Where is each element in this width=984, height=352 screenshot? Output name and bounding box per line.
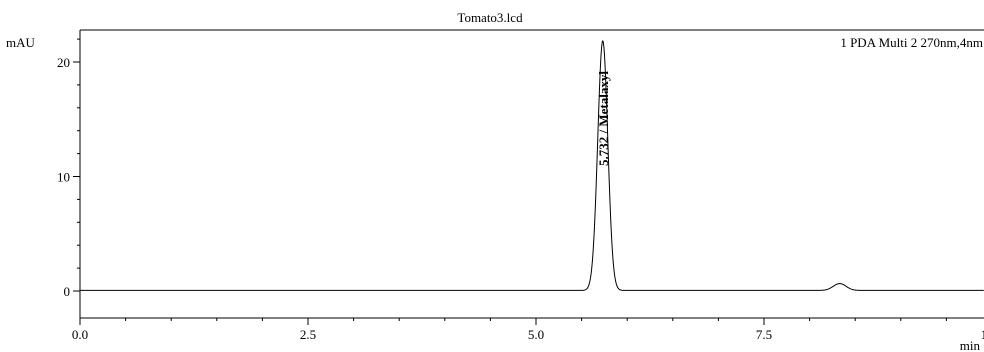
y-tick-label: 0 [64, 284, 71, 299]
y-tick-label: 10 [57, 170, 70, 185]
chromatogram-trace [80, 40, 984, 291]
peak-label: 5.732 / Metalaxyl [596, 71, 611, 166]
x-tick-label: 10.0 [981, 327, 984, 342]
x-tick-label: 2.5 [300, 327, 316, 342]
x-tick-label: 7.5 [756, 327, 772, 342]
peak-labels: 5.732 / Metalaxyl [596, 71, 611, 166]
x-axis-unit: min [960, 338, 981, 352]
y-tick-label: 20 [57, 55, 70, 70]
channel-label: 1 PDA Multi 2 270nm,4nm [840, 35, 983, 50]
y-axis-unit: mAU [6, 35, 36, 50]
x-tick-label: 5.0 [528, 327, 544, 342]
axis-ticks: 0.0 2.5 5.0 7.5 10.0 0 10 20 [57, 38, 984, 342]
chart-title: Tomato3.lcd [457, 10, 523, 25]
x-tick-label: 0.0 [72, 327, 88, 342]
